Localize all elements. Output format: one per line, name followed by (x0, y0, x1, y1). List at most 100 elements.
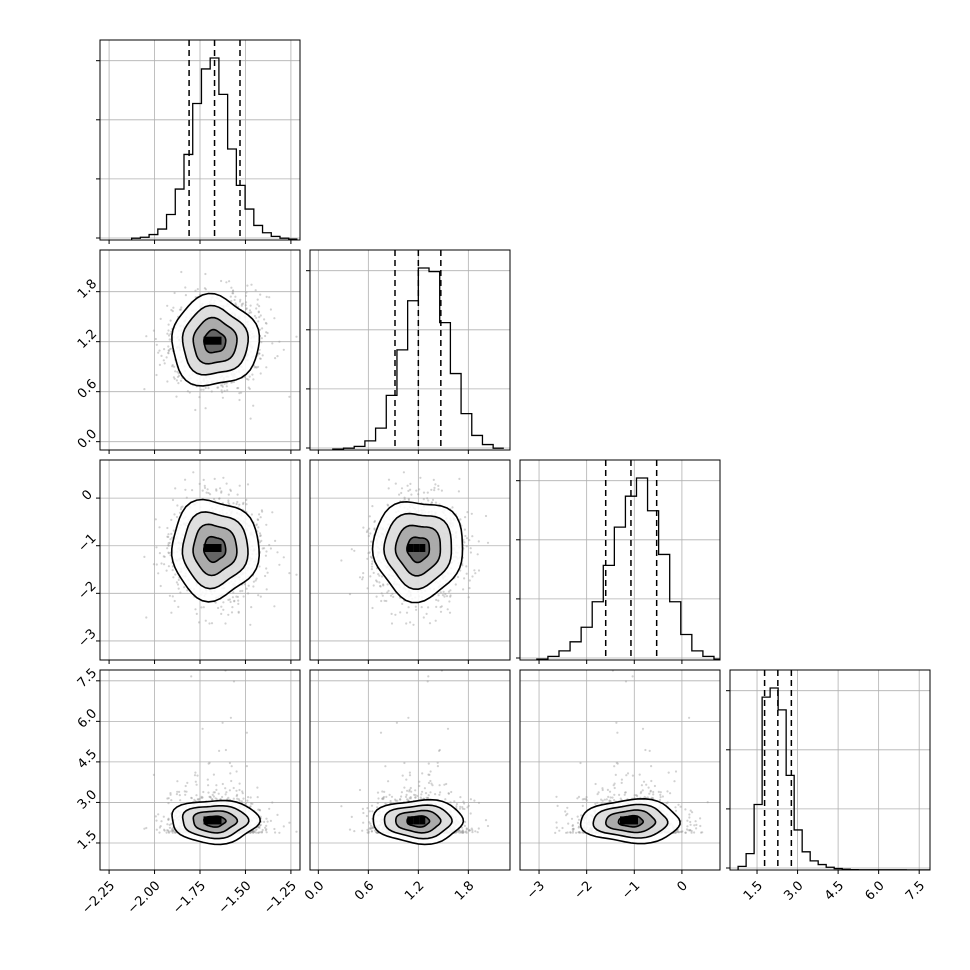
sample-point (243, 583, 246, 586)
sample-point (274, 357, 277, 360)
sample-point (252, 404, 255, 407)
sample-point (167, 831, 171, 834)
sample-point (366, 587, 369, 590)
sample-point (242, 302, 245, 305)
sample-point (407, 606, 410, 609)
sample-point (226, 389, 229, 392)
sample-point (237, 602, 240, 606)
sample-point (409, 482, 412, 485)
sample-point (249, 831, 252, 835)
sample-point (207, 387, 210, 390)
sample-point (243, 376, 247, 379)
sample-point (471, 575, 474, 578)
sample-point (202, 606, 205, 609)
sample-point (260, 337, 263, 340)
sample-point (227, 499, 230, 502)
sample-point (163, 362, 166, 365)
sample-point (251, 831, 254, 834)
sample-point (273, 317, 276, 320)
sample-point (252, 831, 255, 834)
sample-point (387, 487, 390, 490)
sample-point (183, 790, 186, 793)
sample-point (437, 594, 440, 597)
sample-point (265, 331, 268, 334)
sample-point (157, 572, 160, 575)
sample-point (184, 294, 187, 297)
sample-point (230, 299, 233, 303)
sample-point (238, 392, 241, 395)
sample-point (231, 596, 234, 599)
sample-point (249, 304, 252, 307)
sample-point (229, 295, 232, 298)
sample-point (461, 564, 464, 567)
sample-point (172, 306, 175, 309)
sample-point (167, 551, 170, 554)
sample-point (266, 331, 269, 335)
sample-point (175, 379, 178, 382)
sample-point (172, 376, 175, 379)
sample-point (265, 828, 268, 831)
sample-point (170, 822, 173, 825)
sample-point (205, 491, 208, 494)
sample-point (245, 301, 248, 304)
sample-point (278, 340, 281, 343)
sample-point (250, 513, 253, 516)
sample-point (418, 488, 421, 491)
sample-point (403, 496, 406, 499)
sample-point (261, 327, 264, 330)
sample-point (255, 366, 258, 369)
histogram-0 (130, 57, 298, 240)
sample-point (446, 608, 449, 611)
sample-point (254, 289, 257, 292)
sample-point (269, 547, 272, 550)
sample-point (152, 563, 155, 566)
sample-point (440, 489, 443, 492)
sample-point (221, 782, 224, 786)
sample-point (163, 555, 166, 558)
sample-point (373, 519, 376, 523)
sample-point (173, 365, 176, 368)
scatter-0-2 (143, 471, 298, 626)
sample-point (230, 611, 234, 614)
sample-point (386, 503, 389, 506)
sample-point (220, 491, 223, 494)
sample-point (382, 584, 385, 587)
sample-point (232, 380, 236, 384)
sample-point (375, 579, 378, 582)
sample-point (435, 605, 438, 609)
sample-point (369, 532, 372, 535)
sample-point (265, 366, 268, 369)
sample-point (159, 584, 162, 588)
sample-point (171, 498, 175, 502)
sample-point (366, 557, 369, 560)
sample-point (259, 534, 262, 537)
sample-point (247, 386, 250, 389)
sample-point (254, 829, 257, 832)
sample-point (220, 612, 223, 616)
sample-point (394, 613, 397, 616)
sample-point (389, 594, 393, 597)
sample-point (194, 408, 197, 412)
sample-point (198, 797, 201, 800)
sample-point (222, 608, 225, 611)
sample-point (222, 476, 225, 479)
sample-point (469, 547, 472, 550)
sample-point (250, 606, 253, 609)
sample-point (466, 510, 469, 514)
sample-point (173, 599, 176, 603)
sample-point (276, 551, 279, 554)
sample-point (241, 792, 244, 795)
sample-point (250, 802, 253, 805)
sample-point (271, 511, 274, 514)
sample-point (172, 829, 175, 832)
sample-point (246, 483, 250, 486)
sample-point (190, 796, 193, 799)
sample-point (206, 488, 209, 491)
sample-point (257, 526, 260, 529)
sample-point (217, 386, 220, 389)
sample-point (348, 593, 352, 596)
sample-point (426, 491, 429, 494)
sample-point (178, 374, 181, 377)
sample-point (387, 478, 391, 481)
sample-point (264, 334, 267, 338)
